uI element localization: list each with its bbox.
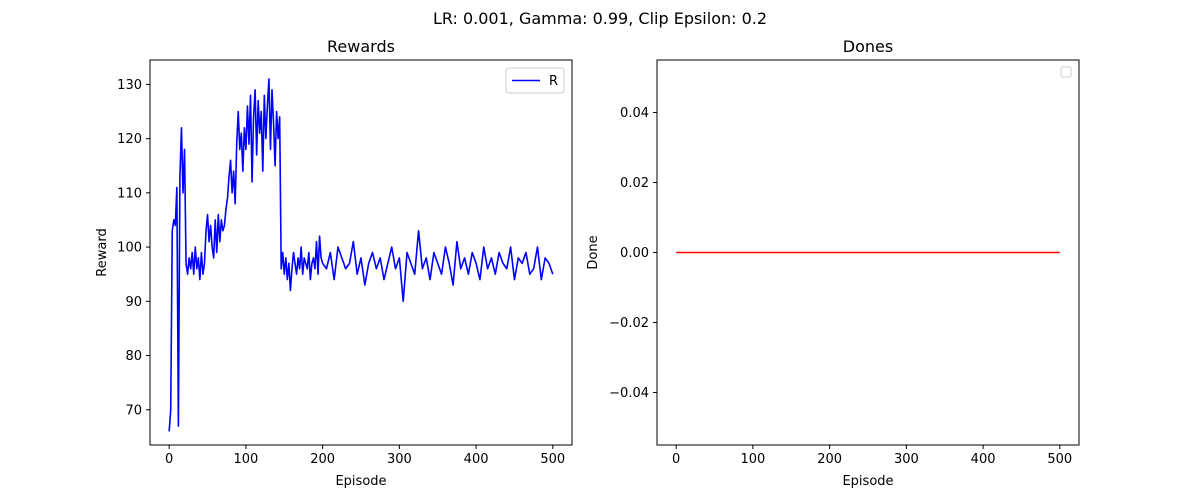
rewards-ytick-label: 70 xyxy=(125,403,142,418)
rewards-ylabel: Reward xyxy=(95,228,110,276)
dones-title: Dones xyxy=(843,37,893,56)
dones-ylabel: Done xyxy=(586,235,601,269)
dones-xtick-label: 100 xyxy=(740,452,765,467)
dones-xtick-label: 300 xyxy=(894,452,919,467)
rewards-ytick-label: 80 xyxy=(125,349,142,364)
rewards-ytick-label: 110 xyxy=(117,186,142,201)
rewards-ytick-label: 90 xyxy=(125,295,142,310)
rewards-ytick-label: 100 xyxy=(117,241,142,256)
rewards-xtick-label: 500 xyxy=(540,452,565,467)
dones-legend-box xyxy=(1060,66,1072,78)
dones-xtick-label: 200 xyxy=(817,452,842,467)
rewards-xtick-label: 200 xyxy=(310,452,335,467)
rewards-xtick-label: 300 xyxy=(387,452,412,467)
dones-ytick-label: −0.02 xyxy=(609,316,649,331)
dones-panel: Dones 0 100 200 300 400 500 −0.04 −0.02 0.00 0.02 0… xyxy=(586,37,1080,489)
dones-xtick-label: 0 xyxy=(672,452,680,467)
rewards-ytick-label: 130 xyxy=(117,78,142,93)
dones-ytick-label: 0.02 xyxy=(620,176,649,191)
rewards-xtick-label: 400 xyxy=(464,452,489,467)
dones-xlabel: Episode xyxy=(842,474,893,489)
rewards-ytick-label: 120 xyxy=(117,132,142,147)
dones-ytick-label: 0.04 xyxy=(620,106,649,121)
dones-xtick-label: 400 xyxy=(971,452,996,467)
figure-suptitle: LR: 0.001, Gamma: 0.99, Clip Epsilon: 0.… xyxy=(433,9,767,28)
dones-ytick-label: −0.04 xyxy=(609,386,649,401)
dones-xtick-label: 500 xyxy=(1047,452,1072,467)
rewards-title: Rewards xyxy=(327,37,395,56)
rewards-xtick-label: 0 xyxy=(165,452,173,467)
rewards-series-line-r xyxy=(168,78,554,432)
dones-ytick-label: 0.00 xyxy=(620,246,649,261)
rewards-legend-label: R xyxy=(549,74,558,89)
rewards-xlabel: Episode xyxy=(335,474,386,489)
rewards-xtick-label: 100 xyxy=(233,452,258,467)
rewards-panel: Rewards 0 100 200 300 400 500 70 80 90 100 110 120 13… xyxy=(95,37,573,489)
rewards-axes-frame xyxy=(149,59,573,446)
